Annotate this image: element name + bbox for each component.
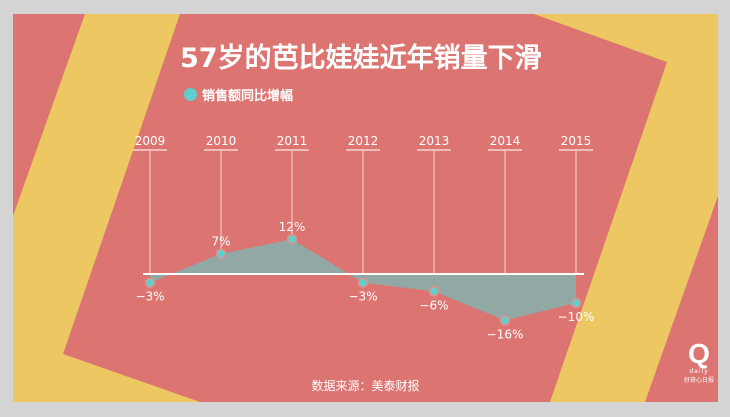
red-corner-bottom-right [645,196,718,402]
logo-sub: daily [689,368,709,375]
data-label: −16% [487,327,524,341]
chart-title: 57岁的芭比娃娃近年销量下滑 [180,43,542,74]
year-label: 2012 [348,134,379,148]
data-label: −3% [348,290,377,304]
year-label: 2009 [135,134,166,148]
chart-area: 2009 2010 2011 2012 2013 2014 2015 −3% 7% 12% −3% −… [133,134,595,341]
data-label: −3% [135,290,164,304]
legend-label: 销售额同比增幅 [202,89,294,104]
logo: Q daily 好奇心日报 [684,338,715,385]
legend-dot-icon [184,88,197,101]
data-label: 12% [279,220,306,234]
data-label: 7% [211,235,230,249]
year-label: 2013 [419,134,450,148]
data-point [215,248,227,259]
logo-caption: 好奇心日报 [684,377,715,384]
year-label: 2015 [561,134,592,148]
data-point [357,277,369,288]
infographic-frame: 57岁的芭比娃娃近年销量下滑 销售额同比增幅 2009 2010 2011 2012 2… [13,14,718,402]
legend: 销售额同比增幅 [184,85,293,104]
data-label: −10% [558,310,595,324]
source-note: 数据来源：美泰财报 [311,379,420,393]
data-point [570,297,582,309]
data-point [144,277,156,288]
red-corner-top-left [13,14,85,216]
year-label: 2011 [277,134,308,148]
data-point [428,286,440,297]
logo-mark: Q [688,338,710,369]
data-label: −6% [419,298,448,312]
year-label: 2014 [490,134,521,148]
data-point [286,233,298,245]
data-point [499,315,511,326]
year-label: 2010 [206,134,237,148]
